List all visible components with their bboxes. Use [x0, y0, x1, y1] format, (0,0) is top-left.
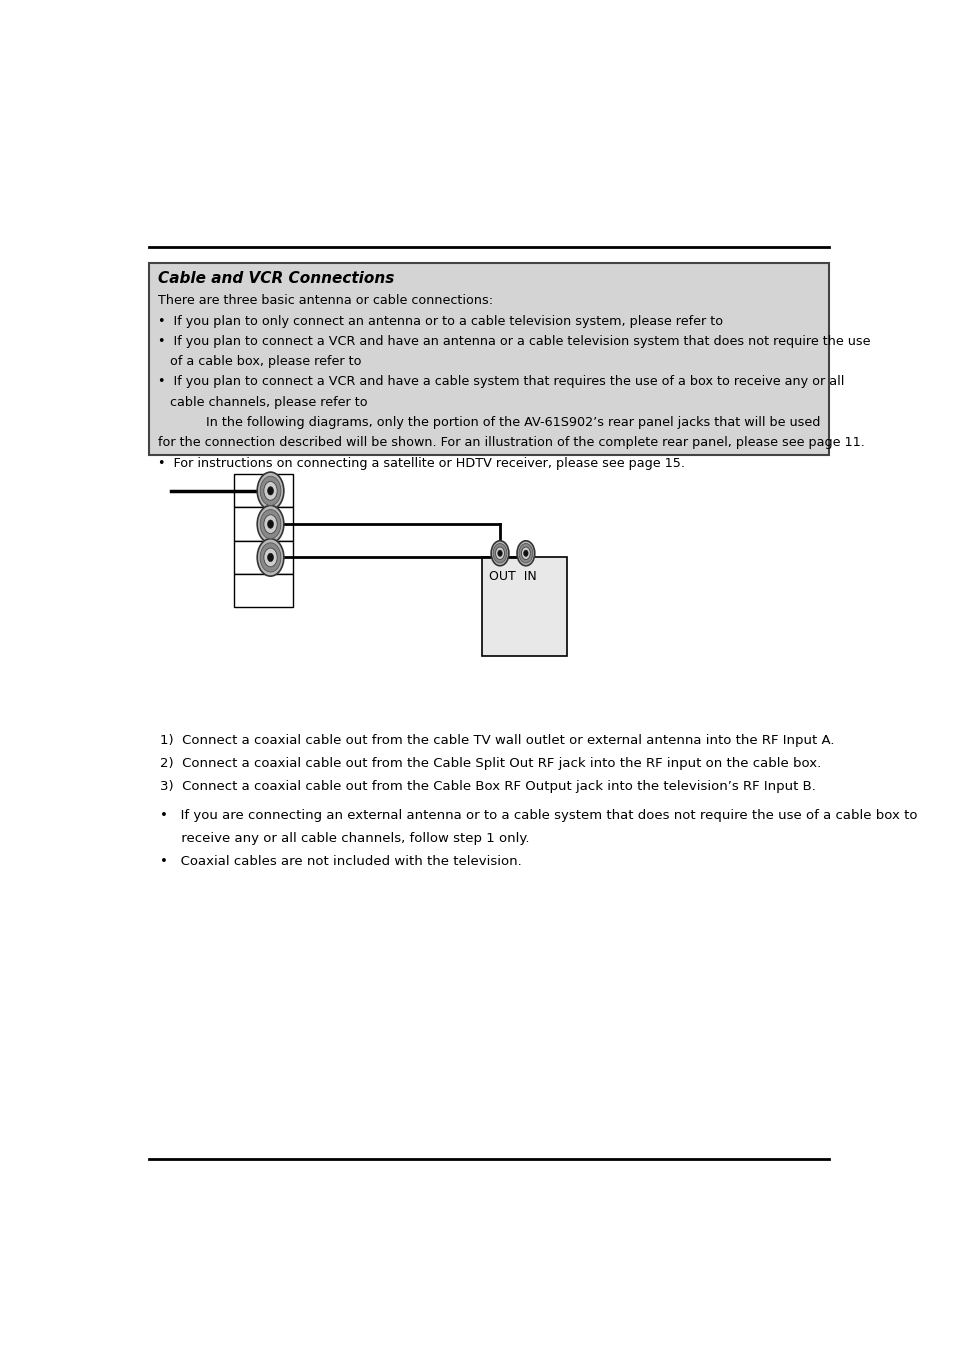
Bar [233, 474, 293, 508]
Text: •   If you are connecting an external antenna or to a cable system that does not: • If you are connecting an external ante… [160, 809, 917, 823]
Text: In the following diagrams, only the portion of the AV-61S902’s rear panel jacks : In the following diagrams, only the port… [157, 416, 820, 430]
Circle shape [491, 540, 508, 566]
Circle shape [521, 547, 530, 559]
Text: receive any or all cable channels, follow step 1 only.: receive any or all cable channels, follo… [160, 832, 529, 846]
Text: •   Coaxial cables are not included with the television.: • Coaxial cables are not included with t… [160, 855, 521, 867]
Circle shape [267, 520, 274, 528]
Circle shape [523, 550, 528, 557]
Circle shape [493, 543, 506, 563]
Circle shape [257, 505, 284, 543]
Circle shape [260, 509, 280, 539]
Circle shape [267, 554, 274, 562]
Circle shape [264, 549, 277, 567]
Text: for the connection described will be shown. For an illustration of the complete : for the connection described will be sho… [157, 436, 863, 450]
Circle shape [518, 543, 533, 563]
Circle shape [264, 515, 277, 534]
Circle shape [495, 547, 504, 559]
Bar [233, 540, 293, 574]
Text: •  If you plan to connect a VCR and have an antenna or a cable television system: • If you plan to connect a VCR and have … [157, 335, 869, 347]
Text: of a cable box, please refer to: of a cable box, please refer to [157, 355, 361, 367]
Circle shape [260, 477, 280, 505]
Circle shape [257, 539, 284, 576]
Bar [149, 263, 828, 455]
Text: OUT  IN: OUT IN [488, 570, 537, 582]
Bar [233, 508, 293, 540]
Circle shape [257, 471, 284, 509]
Circle shape [267, 486, 274, 494]
Text: 1)  Connect a coaxial cable out from the cable TV wall outlet or external antenn: 1) Connect a coaxial cable out from the … [160, 734, 834, 747]
Circle shape [517, 540, 535, 566]
Text: •  If you plan to only connect an antenna or to a cable television system, pleas: • If you plan to only connect an antenna… [157, 315, 722, 327]
Text: 3)  Connect a coaxial cable out from the Cable Box RF Output jack into the telev: 3) Connect a coaxial cable out from the … [160, 780, 815, 793]
Circle shape [264, 481, 277, 500]
Text: 2)  Connect a coaxial cable out from the Cable Split Out RF jack into the RF inp: 2) Connect a coaxial cable out from the … [160, 757, 821, 770]
Circle shape [260, 543, 280, 571]
Circle shape [497, 550, 501, 557]
Bar [233, 574, 293, 608]
Text: •  If you plan to connect a VCR and have a cable system that requires the use of: • If you plan to connect a VCR and have … [157, 376, 843, 388]
Text: •  For instructions on connecting a satellite or HDTV receiver, please see page : • For instructions on connecting a satel… [157, 457, 684, 470]
Text: Cable and VCR Connections: Cable and VCR Connections [157, 272, 394, 286]
Bar [481, 558, 566, 657]
Text: There are three basic antenna or cable connections:: There are three basic antenna or cable c… [157, 295, 493, 307]
Text: cable channels, please refer to: cable channels, please refer to [157, 396, 367, 408]
